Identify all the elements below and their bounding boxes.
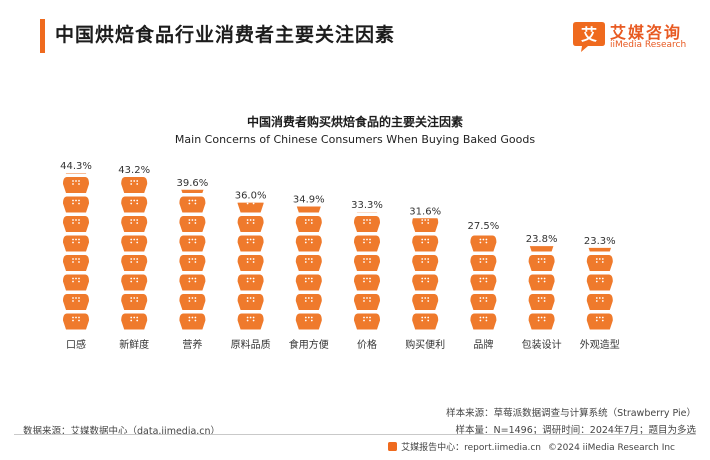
logo-mark-icon: 艾 [573, 22, 605, 52]
bar-3 [237, 202, 264, 330]
category-label-5: 价格 [357, 338, 377, 351]
sample-info-note: 样本量：N=1496；调研时间：2024年7月；题目为多选 [455, 425, 696, 436]
value-label-5: 33.3% [351, 200, 383, 211]
category-label-4: 食用方便 [289, 338, 329, 351]
chart-subtitle: Main Concerns of Chinese Consumers When … [174, 133, 536, 146]
value-label-3: 36.0% [235, 191, 267, 202]
bar-0 [63, 173, 89, 330]
brand-logo: 艾 艾媒咨询 iiMedia Research [572, 19, 702, 53]
value-label-2: 39.6% [177, 178, 209, 189]
bar-1 [121, 177, 148, 330]
value-label-9: 23.3% [584, 236, 616, 247]
category-label-2: 营养 [182, 338, 202, 351]
value-label-8: 23.8% [526, 234, 558, 245]
category-label-0: 口感 [66, 338, 86, 351]
category-label-8: 包装设计 [522, 338, 562, 351]
footer: 艾媒报告中心：report.iimedia.cn ©2024 iiMedia R… [388, 440, 675, 453]
logo-mark-text: 艾 [581, 25, 597, 44]
title-accent-bar [40, 19, 45, 53]
category-label-6: 购买便利 [405, 338, 445, 351]
data-source-note: 数据来源：艾媒数据中心（data.iimedia.cn） [23, 426, 221, 437]
value-label-0: 44.3% [60, 161, 92, 172]
bar-9 [586, 247, 613, 330]
bar-7 [470, 235, 497, 330]
bar-8 [528, 246, 555, 330]
footer-divider [14, 434, 696, 435]
footer-logo-icon [388, 442, 398, 451]
category-label-9: 外观造型 [580, 338, 620, 351]
value-label-7: 27.5% [468, 221, 500, 232]
footer-report-center: 艾媒报告中心：report.iimedia.cn [401, 443, 542, 453]
category-label-3: 原料品质 [231, 338, 271, 351]
bar-chart: 44.3% 口感 43.2% 新鲜度 39.6% 营养 36.0% 原料品质 34.9% 食用方便… [60, 161, 620, 351]
logo-name-cn: 艾媒咨询 [610, 23, 683, 42]
bar-6 [412, 218, 439, 330]
bar-2 [179, 189, 206, 330]
value-label-1: 43.2% [118, 165, 150, 176]
sample-source-note: 样本来源：草莓派数据调查与计算系统（Strawberry Pie） [446, 408, 696, 419]
logo-name-en: iiMedia Research [610, 40, 687, 50]
page-title: 中国烘焙食品行业消费者主要关注因素 [55, 24, 396, 46]
bar-5 [354, 212, 380, 330]
footer-copyright: ©2024 iiMedia Research Inc [547, 443, 675, 453]
bar-4 [295, 206, 322, 330]
value-label-4: 34.9% [293, 195, 325, 206]
category-label-7: 品牌 [473, 338, 493, 351]
category-label-1: 新鲜度 [119, 338, 149, 351]
value-label-6: 31.6% [409, 206, 441, 217]
chart-title: 中国消费者购买烘焙食品的主要关注因素 [246, 115, 463, 129]
